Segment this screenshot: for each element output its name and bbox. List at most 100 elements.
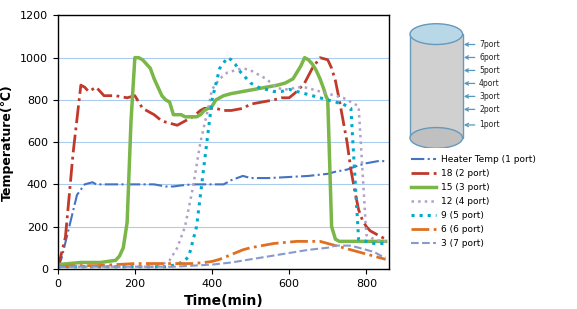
6 (6 port) bbox=[347, 248, 354, 252]
Heater Temp (1 port) bbox=[89, 180, 96, 184]
6 (6 port) bbox=[208, 260, 215, 263]
6 (6 port) bbox=[355, 250, 362, 254]
9 (5 port) bbox=[93, 265, 100, 269]
Text: 3port: 3port bbox=[479, 92, 500, 101]
6 (6 port) bbox=[170, 262, 177, 265]
15 (3 port) bbox=[166, 100, 173, 104]
Heater Temp (1 port) bbox=[58, 256, 65, 260]
3 (7 port) bbox=[132, 265, 138, 269]
Text: 2port: 2port bbox=[479, 105, 500, 114]
15 (3 port) bbox=[309, 62, 316, 66]
15 (3 port) bbox=[159, 94, 166, 98]
Line: 6 (6 port): 6 (6 port) bbox=[58, 241, 385, 267]
18 (2 port) bbox=[309, 66, 316, 70]
12 (4 port) bbox=[93, 265, 100, 269]
15 (3 port) bbox=[379, 239, 385, 243]
12 (4 port) bbox=[182, 225, 189, 228]
Ellipse shape bbox=[410, 128, 463, 148]
9 (5 port) bbox=[232, 62, 239, 66]
Heater Temp (1 port) bbox=[100, 183, 107, 186]
9 (5 port) bbox=[239, 73, 246, 76]
3 (7 port) bbox=[170, 265, 177, 269]
9 (5 port) bbox=[185, 254, 192, 258]
Heater Temp (1 port) bbox=[73, 193, 80, 197]
6 (6 port) bbox=[247, 246, 254, 250]
9 (5 port) bbox=[201, 161, 208, 165]
12 (4 port) bbox=[255, 73, 262, 76]
9 (5 port) bbox=[332, 100, 339, 104]
18 (2 port) bbox=[54, 267, 61, 271]
12 (4 port) bbox=[73, 265, 80, 269]
Heater Temp (1 port) bbox=[201, 183, 208, 186]
Heater Temp (1 port) bbox=[170, 184, 177, 188]
Legend: Heater Temp (1 port), 18 (2 port), 15 (3 port), 12 (4 port), 9 (5 port), 6 (6 po: Heater Temp (1 port), 18 (2 port), 15 (3… bbox=[407, 152, 539, 252]
12 (4 port) bbox=[205, 107, 212, 110]
12 (4 port) bbox=[294, 85, 301, 89]
9 (5 port) bbox=[340, 102, 347, 106]
Line: 9 (5 port): 9 (5 port) bbox=[58, 58, 385, 267]
12 (4 port) bbox=[132, 265, 138, 269]
12 (4 port) bbox=[189, 187, 196, 190]
Heater Temp (1 port) bbox=[208, 183, 215, 186]
Line: 15 (3 port): 15 (3 port) bbox=[58, 58, 385, 265]
Text: 6port: 6port bbox=[479, 53, 500, 62]
6 (6 port) bbox=[379, 256, 385, 260]
12 (4 port) bbox=[232, 69, 239, 72]
3 (7 port) bbox=[324, 246, 331, 250]
12 (4 port) bbox=[317, 90, 324, 93]
9 (5 port) bbox=[54, 265, 61, 269]
9 (5 port) bbox=[255, 85, 262, 89]
6 (6 port) bbox=[93, 264, 100, 268]
12 (4 port) bbox=[159, 263, 166, 266]
12 (4 port) bbox=[151, 265, 158, 269]
12 (4 port) bbox=[247, 69, 254, 72]
15 (3 port) bbox=[54, 263, 61, 266]
9 (5 port) bbox=[182, 259, 189, 262]
9 (5 port) bbox=[132, 265, 138, 269]
12 (4 port) bbox=[332, 94, 339, 98]
12 (4 port) bbox=[363, 233, 370, 237]
9 (5 port) bbox=[162, 265, 169, 269]
9 (5 port) bbox=[193, 225, 200, 228]
6 (6 port) bbox=[317, 239, 324, 243]
9 (5 port) bbox=[382, 242, 389, 245]
3 (7 port) bbox=[247, 257, 254, 261]
6 (6 port) bbox=[73, 264, 80, 268]
12 (4 port) bbox=[112, 265, 119, 269]
3 (7 port) bbox=[382, 255, 389, 259]
9 (5 port) bbox=[112, 265, 119, 269]
12 (4 port) bbox=[278, 87, 285, 91]
12 (4 port) bbox=[270, 83, 277, 87]
9 (5 port) bbox=[324, 98, 331, 102]
9 (5 port) bbox=[301, 92, 308, 95]
6 (6 port) bbox=[332, 244, 339, 248]
12 (4 port) bbox=[263, 77, 269, 81]
12 (4 port) bbox=[54, 265, 61, 269]
Polygon shape bbox=[410, 34, 463, 138]
Text: 5port: 5port bbox=[479, 66, 500, 75]
18 (2 port) bbox=[382, 237, 389, 241]
6 (6 port) bbox=[132, 262, 138, 265]
Heater Temp (1 port) bbox=[382, 159, 389, 163]
Line: 12 (4 port): 12 (4 port) bbox=[58, 68, 385, 267]
3 (7 port) bbox=[267, 254, 273, 258]
3 (7 port) bbox=[363, 248, 370, 252]
18 (2 port) bbox=[317, 56, 324, 60]
6 (6 port) bbox=[151, 262, 158, 265]
3 (7 port) bbox=[305, 248, 312, 252]
3 (7 port) bbox=[189, 264, 196, 268]
6 (6 port) bbox=[382, 257, 389, 261]
Heater Temp (1 port) bbox=[132, 183, 138, 186]
Heater Temp (1 port) bbox=[247, 176, 254, 180]
9 (5 port) bbox=[294, 90, 301, 93]
6 (6 port) bbox=[324, 242, 331, 245]
15 (3 port) bbox=[205, 107, 212, 110]
9 (5 port) bbox=[73, 265, 80, 269]
6 (6 port) bbox=[258, 244, 265, 248]
3 (7 port) bbox=[93, 265, 100, 269]
Heater Temp (1 port) bbox=[332, 170, 339, 174]
9 (5 port) bbox=[235, 69, 242, 72]
Heater Temp (1 port) bbox=[151, 183, 158, 186]
6 (6 port) bbox=[201, 261, 208, 265]
9 (5 port) bbox=[243, 77, 250, 81]
